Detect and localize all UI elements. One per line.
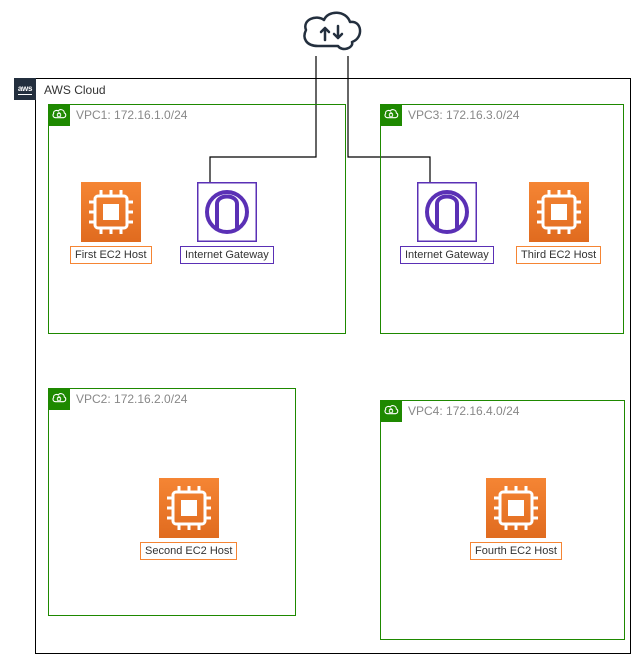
vpc-cloud-icon [380, 104, 402, 126]
vpc-cloud-icon [48, 388, 70, 410]
ec2-instance-ec2-3: Third EC2 Host [516, 182, 601, 264]
aws-logo-text: aws [18, 84, 32, 95]
vpc-cloud-icon [380, 400, 402, 422]
internet-cloud-icon [298, 8, 366, 56]
aws-logo-icon: aws [14, 78, 36, 100]
ec2-icon [159, 478, 219, 538]
vpc-label: VPC3: 172.16.3.0/24 [408, 108, 519, 122]
ec2-instance-ec2-4: Fourth EC2 Host [470, 478, 562, 560]
node-caption: First EC2 Host [70, 246, 152, 264]
ec2-icon [81, 182, 141, 242]
ec2-instance-ec2-1: First EC2 Host [70, 182, 152, 264]
node-caption: Second EC2 Host [140, 542, 237, 560]
vpc-label: VPC4: 172.16.4.0/24 [408, 404, 519, 418]
node-caption: Internet Gateway [400, 246, 494, 264]
node-caption: Third EC2 Host [516, 246, 601, 264]
vpc-cloud-icon [48, 104, 70, 126]
ec2-icon [529, 182, 589, 242]
ec2-instance-ec2-2: Second EC2 Host [140, 478, 237, 560]
node-caption: Internet Gateway [180, 246, 274, 264]
vpc-label: VPC1: 172.16.1.0/24 [76, 108, 187, 122]
internet-gateway-icon [197, 182, 257, 242]
diagram-stage: aws AWS Cloud VPC1: 172.16.1.0/24 VPC3: 1… [0, 0, 641, 661]
internet-gateway-igw-3: Internet Gateway [400, 182, 494, 264]
internet-gateway-igw-1: Internet Gateway [180, 182, 274, 264]
internet-gateway-icon [417, 182, 477, 242]
aws-cloud-title: AWS Cloud [44, 83, 106, 97]
vpc-label: VPC2: 172.16.2.0/24 [76, 392, 187, 406]
ec2-icon [486, 478, 546, 538]
node-caption: Fourth EC2 Host [470, 542, 562, 560]
